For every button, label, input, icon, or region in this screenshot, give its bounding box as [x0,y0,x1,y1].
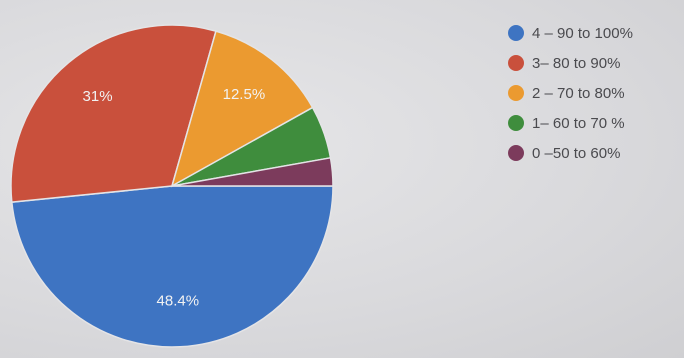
legend-item-1[interactable]: 1– 60 to 70 % [508,108,684,138]
legend-swatch-3 [508,55,524,71]
legend-item-2[interactable]: 2 – 70 to 80% [508,78,684,108]
legend-label-1: 1– 60 to 70 % [532,114,625,132]
slice-value-label-0: 48.4% [157,293,200,310]
pie-chart: 48.4% 31% 12.5% [10,24,334,348]
legend-swatch-1 [508,115,524,131]
pie-slice-4[interactable] [171,156,334,187]
slice-value-label-1: 31% [83,88,113,105]
slice-value-label-2: 12.5% [223,86,266,103]
legend-item-0[interactable]: 0 –50 to 60% [508,138,684,168]
legend-label-3: 3– 80 to 90% [532,54,621,72]
legend-item-4[interactable]: 4 – 90 to 100% [508,18,684,48]
legend-swatch-2 [508,85,524,101]
legend-swatch-0 [508,145,524,161]
legend-label-4: 4 – 90 to 100% [532,24,633,42]
legend-label-2: 2 – 70 to 80% [532,84,625,102]
legend-swatch-4 [508,25,524,41]
pie-slice-2[interactable] [170,30,314,188]
legend-item-3[interactable]: 3– 80 to 90% [508,48,684,78]
legend-label-0: 0 –50 to 60% [532,144,621,162]
legend: 4 – 90 to 100% 3– 80 to 90% 2 – 70 to 80… [508,18,684,168]
pie-slice-0[interactable] [10,185,334,348]
pie-slice-1[interactable] [10,24,217,203]
